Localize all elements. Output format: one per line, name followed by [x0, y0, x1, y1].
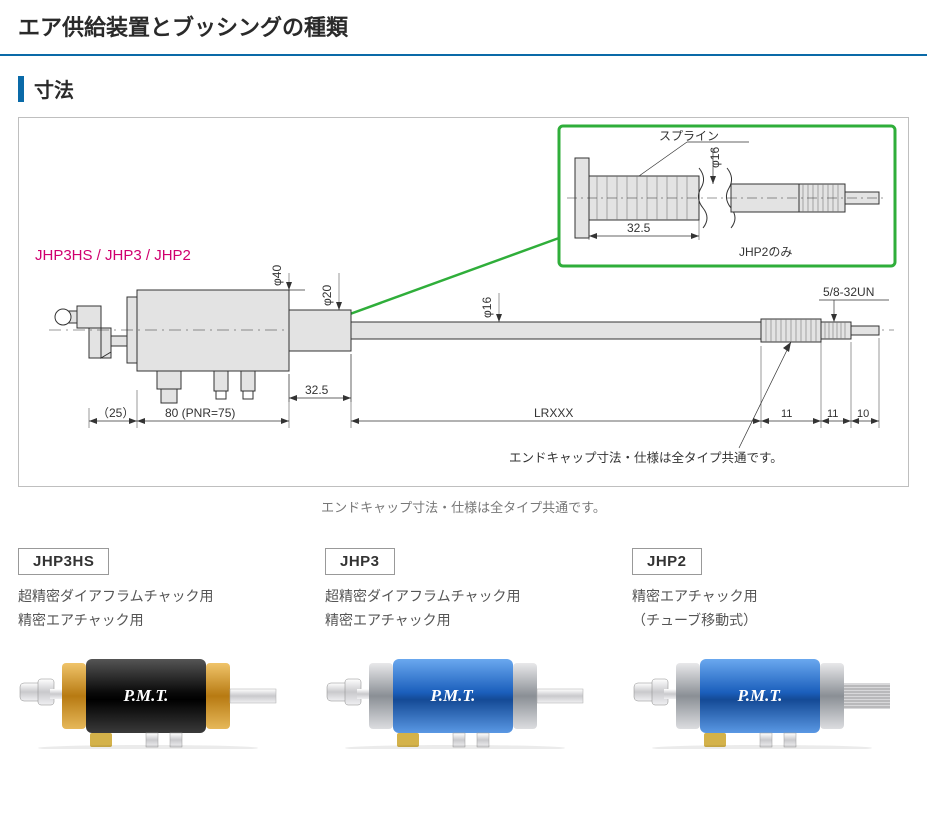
- diagram-note: エンドキャップ寸法・仕様は全タイプ共通です。: [509, 450, 783, 465]
- product-image: P.M.T.: [18, 649, 278, 749]
- detail-spline-label: スプライン: [659, 129, 719, 143]
- product-jhp3: JHP3 超精密ダイアフラムチャック用 精密エアチャック用: [325, 548, 602, 749]
- product-desc-line: （チューブ移動式）: [632, 609, 909, 633]
- detail-applies-to: JHP2のみ: [739, 245, 792, 259]
- dimensions-section: 寸法: [0, 56, 927, 548]
- products-row: JHP3HS 超精密ダイアフラムチャック用 精密エアチャック用: [0, 548, 927, 769]
- dimension-diagram: スプライン φ16 32.5 JHP2のみ JHP3HS / J: [18, 117, 909, 487]
- dim-end-2: 10: [857, 408, 869, 420]
- detail-diam: φ16: [708, 147, 722, 168]
- product-desc-line: 超精密ダイアフラムチャック用: [18, 585, 295, 609]
- product-desc: 超精密ダイアフラムチャック用 精密エアチャック用: [325, 585, 602, 633]
- main-drawing: φ40 φ20 φ16 5/8-32UN: [49, 265, 894, 465]
- detail-box: スプライン φ16 32.5 JHP2のみ: [559, 126, 895, 266]
- dim-end-0: 11: [781, 408, 792, 420]
- dim-80: 80 (PNR=75): [165, 406, 235, 420]
- product-code: JHP2: [632, 548, 702, 575]
- product-desc: 精密エアチャック用 （チューブ移動式）: [632, 585, 909, 633]
- dim-phi40: φ40: [270, 265, 284, 286]
- product-code: JHP3HS: [18, 548, 109, 575]
- detail-connector: [339, 238, 559, 318]
- detail-length: 32.5: [627, 221, 651, 235]
- product-jhp2: JHP2 精密エアチャック用 （チューブ移動式）: [632, 548, 909, 749]
- dim-phi16: φ16: [480, 297, 494, 318]
- thread-spec: 5/8-32UN: [823, 285, 874, 299]
- product-logo: P.M.T.: [430, 686, 476, 705]
- product-code: JHP3: [325, 548, 395, 575]
- product-desc: 超精密ダイアフラムチャック用 精密エアチャック用: [18, 585, 295, 633]
- product-desc-line: 精密エアチャック用: [18, 609, 295, 633]
- diagram-caption: エンドキャップ寸法・仕様は全タイプ共通です。: [18, 497, 909, 516]
- dim-end-1: 11: [827, 408, 838, 420]
- product-logo: P.M.T.: [737, 686, 783, 705]
- model-title: JHP3HS / JHP3 / JHP2: [35, 247, 191, 264]
- dim-phi20: φ20: [320, 285, 334, 306]
- product-image: P.M.T.: [632, 649, 892, 749]
- dim-32-5: 32.5: [305, 383, 329, 397]
- section-heading: 寸法: [18, 74, 909, 103]
- product-desc-line: 精密エアチャック用: [632, 585, 909, 609]
- product-desc-line: 超精密ダイアフラムチャック用: [325, 585, 602, 609]
- product-logo: P.M.T.: [123, 686, 169, 705]
- heading-accent-bar: [18, 76, 24, 102]
- dim-lrxxx: LRXXX: [534, 406, 573, 420]
- dim-25: （25）: [97, 406, 134, 420]
- heading-text: 寸法: [34, 74, 74, 103]
- product-desc-line: 精密エアチャック用: [325, 609, 602, 633]
- product-image: P.M.T.: [325, 649, 585, 749]
- product-jhp3hs: JHP3HS 超精密ダイアフラムチャック用 精密エアチャック用: [18, 548, 295, 749]
- page-title: エア供給装置とブッシングの種類: [0, 0, 927, 56]
- dimension-svg: スプライン φ16 32.5 JHP2のみ JHP3HS / J: [19, 118, 909, 487]
